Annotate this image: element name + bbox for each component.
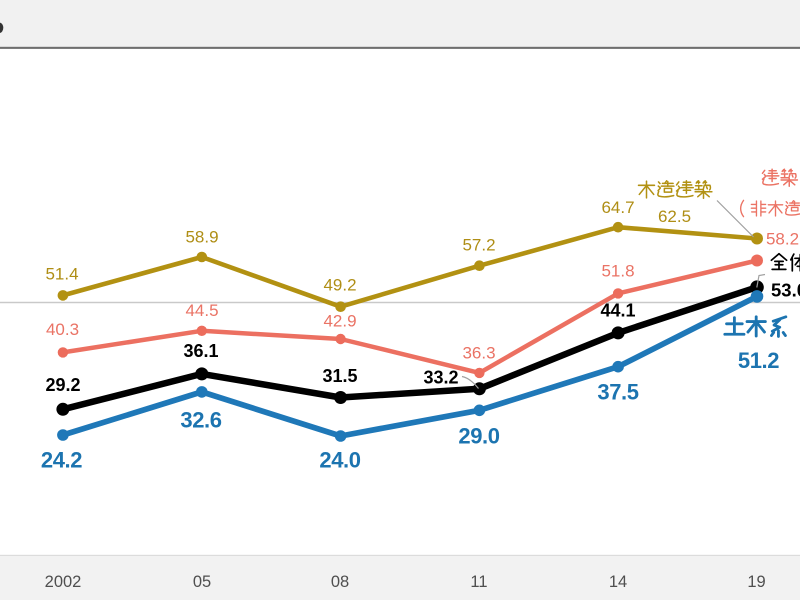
svg-text:33.2: 33.2 xyxy=(423,368,458,388)
svg-text:64.7: 64.7 xyxy=(601,198,634,217)
svg-text:24.0: 24.0 xyxy=(319,448,360,473)
svg-text:51.8: 51.8 xyxy=(601,262,634,281)
svg-text:11: 11 xyxy=(470,573,487,591)
svg-text:58.9: 58.9 xyxy=(185,228,218,247)
svg-text:53.0: 53.0 xyxy=(771,280,800,301)
svg-text:58.2: 58.2 xyxy=(766,230,799,249)
svg-text:2002: 2002 xyxy=(45,573,82,591)
svg-text:19: 19 xyxy=(747,573,765,591)
svg-text:62.5: 62.5 xyxy=(658,207,691,226)
svg-text:08: 08 xyxy=(331,573,349,591)
svg-text:51.4: 51.4 xyxy=(45,265,78,284)
svg-text:14: 14 xyxy=(609,573,627,591)
svg-text:57.2: 57.2 xyxy=(462,236,495,255)
svg-text:24.2: 24.2 xyxy=(41,448,82,473)
svg-text:51.2: 51.2 xyxy=(738,348,779,373)
svg-text:40.3: 40.3 xyxy=(46,320,79,339)
svg-text:44.1: 44.1 xyxy=(600,301,635,321)
svg-text:36.3: 36.3 xyxy=(462,344,495,363)
svg-text:05: 05 xyxy=(193,573,211,591)
svg-text:49.2: 49.2 xyxy=(323,276,356,295)
svg-text:36.1: 36.1 xyxy=(183,341,218,361)
svg-text:44.5: 44.5 xyxy=(185,301,218,320)
svg-text:32.6: 32.6 xyxy=(180,408,221,433)
svg-text:42.9: 42.9 xyxy=(323,312,356,331)
svg-text:29.2: 29.2 xyxy=(45,375,80,395)
svg-text:37.5: 37.5 xyxy=(597,380,638,405)
svg-text:31.5: 31.5 xyxy=(322,366,357,386)
svg-text:29.0: 29.0 xyxy=(458,424,499,449)
